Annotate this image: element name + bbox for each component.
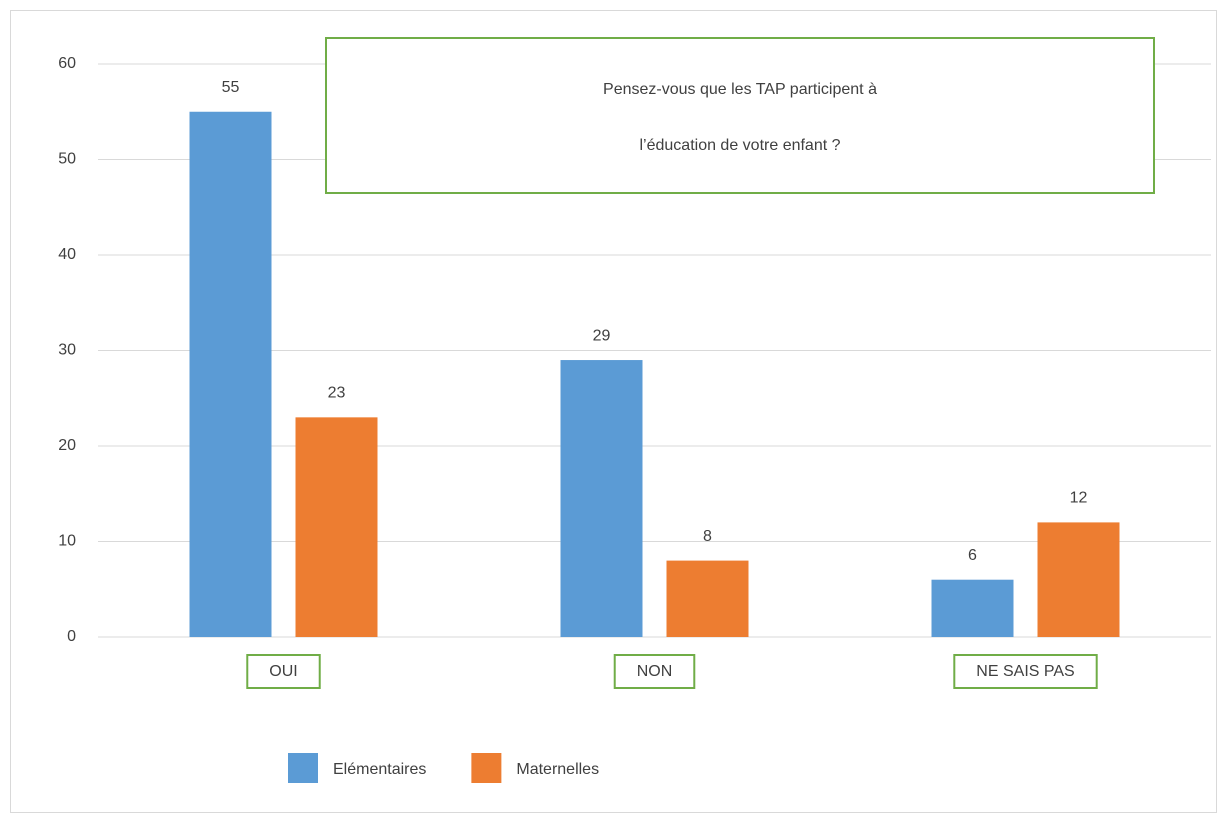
value-label: 55 <box>222 79 240 96</box>
category-box <box>953 654 1098 689</box>
legend-label: Elémentaires <box>333 761 426 778</box>
value-label: 6 <box>968 547 977 564</box>
x-tick-label: OUI <box>269 663 297 680</box>
legend-label: Maternelles <box>516 761 599 778</box>
value-label: 23 <box>328 385 346 402</box>
chart-title: l’éducation de votre enfant ? <box>639 137 840 154</box>
x-tick-label: NON <box>637 663 673 680</box>
bar <box>1037 522 1120 637</box>
category-box <box>246 654 321 689</box>
y-tick-label: 60 <box>58 55 76 72</box>
bar <box>666 560 749 637</box>
y-tick-label: 30 <box>58 342 76 359</box>
y-tick-label: 10 <box>58 533 76 550</box>
value-label: 8 <box>703 528 712 545</box>
bar <box>189 111 272 637</box>
y-tick-label: 20 <box>58 437 76 454</box>
value-label: 29 <box>593 327 611 344</box>
y-tick-label: 40 <box>58 246 76 263</box>
category-box <box>613 654 696 689</box>
bar <box>931 579 1014 637</box>
value-label: 12 <box>1070 490 1088 507</box>
legend-swatch <box>471 753 502 783</box>
bar <box>295 417 378 637</box>
bar <box>560 360 643 637</box>
y-tick-label: 0 <box>67 628 76 645</box>
chart-title: Pensez-vous que les TAP participent à <box>603 81 877 98</box>
legend-swatch <box>288 753 318 783</box>
title-box <box>325 37 1155 194</box>
x-tick-label: NE SAIS PAS <box>976 663 1074 680</box>
y-tick-label: 50 <box>58 151 76 168</box>
